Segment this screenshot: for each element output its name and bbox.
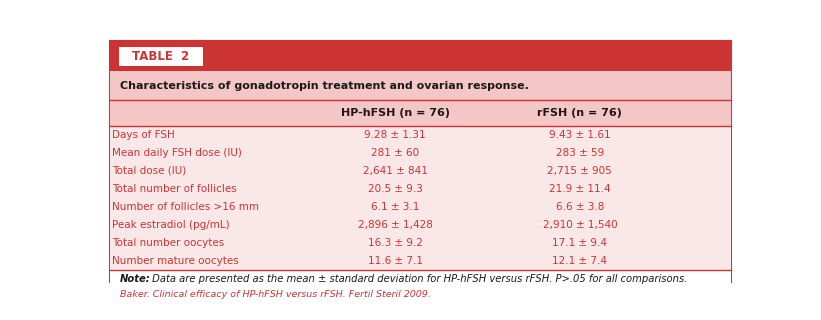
Text: Data are presented as the mean ± standard deviation for HP-hFSH versus rFSH. P>.: Data are presented as the mean ± standar… (149, 274, 687, 284)
Text: 21.9 ± 11.4: 21.9 ± 11.4 (549, 184, 611, 194)
Text: 281 ± 60: 281 ± 60 (371, 148, 420, 158)
FancyBboxPatch shape (110, 197, 732, 216)
FancyBboxPatch shape (110, 252, 732, 269)
FancyBboxPatch shape (110, 41, 732, 71)
Text: 2,910 ± 1,540: 2,910 ± 1,540 (543, 220, 617, 229)
FancyBboxPatch shape (118, 45, 204, 67)
Text: Peak estradiol (pg/mL): Peak estradiol (pg/mL) (112, 220, 230, 229)
Text: Total number of follicles: Total number of follicles (112, 184, 237, 194)
FancyBboxPatch shape (110, 100, 732, 126)
FancyBboxPatch shape (110, 71, 732, 100)
FancyBboxPatch shape (110, 269, 732, 313)
FancyBboxPatch shape (110, 162, 732, 180)
Text: 2,641 ± 841: 2,641 ± 841 (363, 165, 428, 176)
Text: Days of FSH: Days of FSH (112, 130, 175, 140)
FancyBboxPatch shape (110, 180, 732, 197)
Text: Total dose (IU): Total dose (IU) (112, 165, 186, 176)
Text: 2,715 ± 905: 2,715 ± 905 (548, 165, 612, 176)
Text: 283 ± 59: 283 ± 59 (556, 148, 604, 158)
FancyBboxPatch shape (110, 144, 732, 162)
Text: rFSH (n = 76): rFSH (n = 76) (538, 108, 622, 118)
Text: 6.6 ± 3.8: 6.6 ± 3.8 (556, 202, 604, 212)
Text: HP-hFSH (n = 76): HP-hFSH (n = 76) (341, 108, 450, 118)
Text: 9.28 ± 1.31: 9.28 ± 1.31 (365, 130, 426, 140)
Text: Number mature oocytes: Number mature oocytes (112, 256, 239, 266)
Text: 2,896 ± 1,428: 2,896 ± 1,428 (358, 220, 433, 229)
Text: Baker. Clinical efficacy of HP-hFSH versus rFSH. Fertil Steril 2009.: Baker. Clinical efficacy of HP-hFSH vers… (120, 290, 430, 299)
Text: Note:: Note: (120, 274, 150, 284)
Text: Number of follicles >16 mm: Number of follicles >16 mm (112, 202, 259, 212)
Text: 6.1 ± 3.1: 6.1 ± 3.1 (371, 202, 420, 212)
Text: 9.43 ± 1.61: 9.43 ± 1.61 (549, 130, 611, 140)
Text: 16.3 ± 9.2: 16.3 ± 9.2 (368, 237, 423, 248)
Text: Characteristics of gonadotropin treatment and ovarian response.: Characteristics of gonadotropin treatmen… (120, 81, 529, 91)
Text: TABLE  2: TABLE 2 (132, 50, 190, 63)
Text: 11.6 ± 7.1: 11.6 ± 7.1 (368, 256, 423, 266)
FancyBboxPatch shape (110, 216, 732, 234)
Text: 12.1 ± 7.4: 12.1 ± 7.4 (553, 256, 608, 266)
Text: Total number oocytes: Total number oocytes (112, 237, 224, 248)
FancyBboxPatch shape (110, 126, 732, 144)
FancyBboxPatch shape (110, 41, 732, 282)
Text: 20.5 ± 9.3: 20.5 ± 9.3 (368, 184, 423, 194)
Text: 17.1 ± 9.4: 17.1 ± 9.4 (553, 237, 608, 248)
Text: Mean daily FSH dose (IU): Mean daily FSH dose (IU) (112, 148, 242, 158)
FancyBboxPatch shape (110, 234, 732, 252)
